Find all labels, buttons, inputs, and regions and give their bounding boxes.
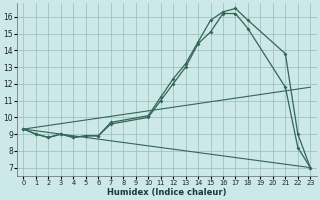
X-axis label: Humidex (Indice chaleur): Humidex (Indice chaleur) bbox=[107, 188, 227, 197]
